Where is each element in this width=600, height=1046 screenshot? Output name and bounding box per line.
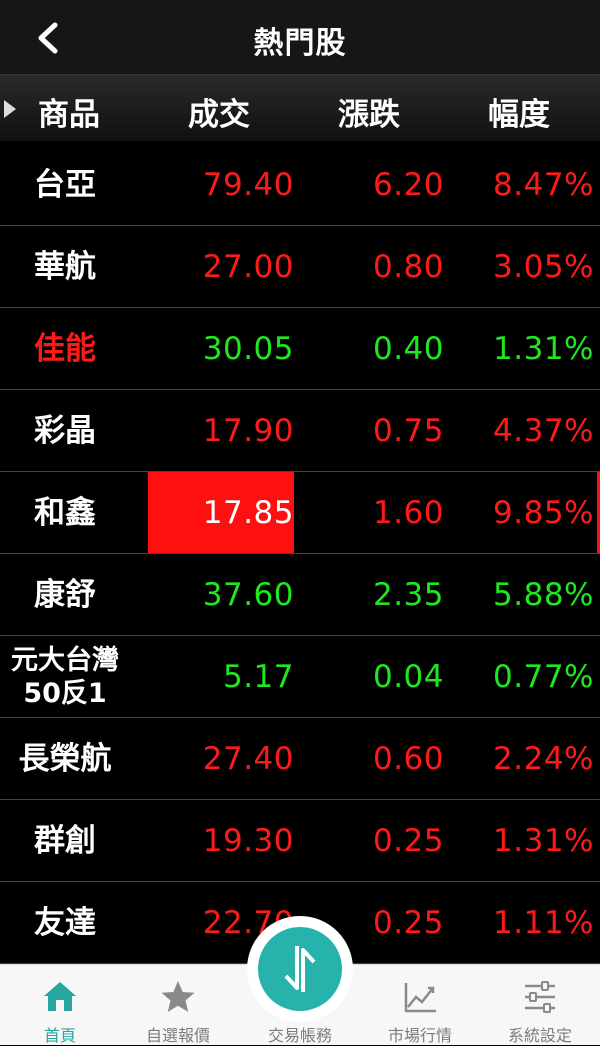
stock-price: 17.90 [202,412,294,449]
column-percent[interactable]: 幅度 [488,97,550,133]
stock-percent: 3.05% [493,248,594,285]
stock-change: 0.60 [372,740,444,777]
stock-percent: 5.88% [493,576,594,613]
chevron-left-icon [38,22,58,54]
limit-up-marker [597,472,600,553]
sliders-icon [525,981,555,1013]
table-row[interactable]: 元大台灣50反1 5.17 0.04 0.77% [0,636,600,718]
column-price[interactable]: 成交 [188,97,250,133]
table-row[interactable]: 長榮航 27.40 0.60 2.24% [0,718,600,800]
column-change[interactable]: 漲跌 [338,97,400,133]
expand-arrow-icon[interactable] [4,100,16,118]
trade-button-ring [247,916,353,1022]
stock-name: 台亞 [34,166,96,203]
stock-percent: 1.31% [493,822,594,859]
stock-price: 37.60 [202,576,294,613]
line-chart-icon [404,983,436,1013]
tab-watchlist[interactable]: 自選報價 [118,965,238,1045]
stock-change: 0.04 [372,658,444,695]
stock-list: 台亞 79.40 6.20 8.47% 華航 27.00 0.80 3.05% … [0,144,600,964]
stock-name: 元大台灣50反1 [0,636,130,717]
stock-change: 2.35 [372,576,444,613]
stock-percent: 1.11% [493,904,594,941]
tab-label: 首頁 [43,1026,76,1045]
stock-change: 0.40 [372,330,444,367]
stock-price: 27.00 [202,248,294,285]
trade-button[interactable] [258,927,342,1011]
stock-price: 27.40 [202,740,294,777]
table-row[interactable]: 佳能 30.05 0.40 1.31% [0,308,600,390]
stock-percent: 9.85% [493,494,594,531]
table-row[interactable]: 群創 19.30 0.25 1.31% [0,800,600,882]
stock-name: 彩晶 [34,412,96,449]
tab-home[interactable]: 首頁 [0,965,120,1045]
tab-settings[interactable]: 系統設定 [480,965,600,1045]
stock-price: 30.05 [202,330,294,367]
stock-change: 0.25 [372,904,444,941]
stock-price-highlighted: 17.85 [148,472,294,553]
tab-trading[interactable]: 交易帳務 [240,965,360,1045]
stock-percent: 1.31% [493,330,594,367]
table-row[interactable]: 友達 22.70 0.25 1.11% [0,882,600,964]
column-name[interactable]: 商品 [38,97,100,133]
stock-change: 0.25 [372,822,444,859]
stock-percent: 2.24% [493,740,594,777]
tab-market[interactable]: 市場行情 [360,965,480,1045]
stock-price: 79.40 [202,166,294,203]
table-row[interactable]: 和鑫 17.85 1.60 9.85% [0,472,600,554]
stock-price: 19.30 [202,822,294,859]
stock-name: 群創 [34,822,96,859]
stock-name: 友達 [34,904,96,941]
tab-label: 自選報價 [145,1026,210,1045]
home-icon [44,982,76,1011]
table-row[interactable]: 彩晶 17.90 0.75 4.37% [0,390,600,472]
stock-name-text: 元大台灣50反1 [11,644,119,709]
stock-name: 康舒 [34,576,96,613]
stock-change: 0.75 [372,412,444,449]
back-button[interactable] [28,18,68,58]
tab-label: 交易帳務 [267,1026,332,1045]
stock-price: 5.17 [222,658,294,695]
stock-name: 華航 [34,248,96,285]
transfer-arrows-icon [284,946,316,992]
stock-percent: 4.37% [493,412,594,449]
table-row[interactable]: 台亞 79.40 6.20 8.47% [0,144,600,226]
table-row[interactable]: 康舒 37.60 2.35 5.88% [0,554,600,636]
stock-name: 佳能 [34,330,96,367]
star-icon [161,981,195,1012]
page-title: 熱門股 [253,26,347,61]
stock-percent: 0.77% [493,658,594,695]
stock-name: 長榮航 [18,740,112,777]
column-header: 商品 成交 漲跌 幅度 [0,75,600,141]
stock-change: 0.80 [372,248,444,285]
stock-name: 和鑫 [34,494,96,531]
stock-percent: 8.47% [493,166,594,203]
table-row[interactable]: 華航 27.00 0.80 3.05% [0,226,600,308]
stock-change: 1.60 [372,494,444,531]
stock-change: 6.20 [372,166,444,203]
nav-bar: 熱門股 [0,0,600,75]
tab-label: 市場行情 [387,1026,452,1045]
tab-label: 系統設定 [507,1026,572,1045]
